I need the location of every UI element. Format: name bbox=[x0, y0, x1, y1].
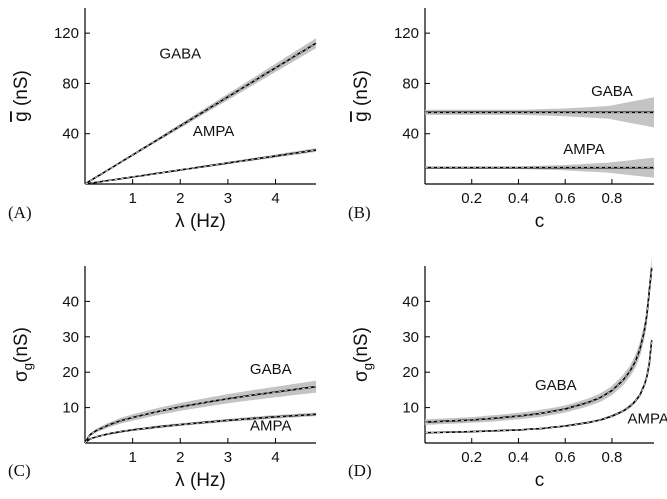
panel-letter: (D) bbox=[348, 461, 372, 480]
y-tick-label: 40 bbox=[402, 293, 419, 310]
y-tick-label: 20 bbox=[402, 364, 419, 381]
y-tick-label: 80 bbox=[402, 75, 419, 92]
x-axis-label: λ (Hz) bbox=[175, 470, 226, 491]
series-annotation-gaba: GABA bbox=[535, 377, 577, 394]
x-tick-label: 0.2 bbox=[461, 449, 482, 466]
series-band-gaba bbox=[425, 257, 652, 425]
series-annotation-gaba: GABA bbox=[159, 45, 201, 62]
x-tick-label: 1 bbox=[128, 190, 136, 207]
y-axis-label: σg(nS) bbox=[11, 327, 35, 382]
series-band-gaba bbox=[85, 380, 316, 443]
panel-letter: (A) bbox=[8, 203, 32, 222]
panel-letter: (C) bbox=[8, 461, 31, 480]
panel-c: 10 20 30 40 1 2 3 4 λ (Hz) σg(nS) GABA AMPA (C) bbox=[8, 266, 317, 491]
series-annotation-gaba: GABA bbox=[250, 361, 292, 378]
x-tick-label: 0.8 bbox=[602, 449, 623, 466]
series-dashed-ampa bbox=[424, 340, 653, 434]
series-annotation-ampa: AMPA bbox=[250, 418, 291, 435]
y-axis-label-subscript: g bbox=[360, 363, 375, 370]
y-tick-label: 120 bbox=[394, 25, 419, 42]
x-tick-label: 0.6 bbox=[555, 449, 576, 466]
x-axis-label: c bbox=[535, 470, 545, 491]
y-tick-label: 40 bbox=[402, 126, 419, 143]
series-line-gaba bbox=[424, 267, 653, 423]
y-axis-label-symbol: g bbox=[11, 111, 32, 122]
panel-b: 40 80 120 0.2 0.4 0.6 0.8 c g (nS) GABA AMPA (B) bbox=[348, 8, 654, 232]
series-annotation-ampa: AMPA bbox=[193, 123, 234, 140]
series-annotation-ampa: AMPA bbox=[627, 411, 667, 428]
y-tick-label: 10 bbox=[402, 400, 419, 417]
x-tick-label: 4 bbox=[271, 190, 279, 207]
series-annotation-gaba: GABA bbox=[591, 83, 633, 100]
panel-d: 10 20 30 40 0.2 0.4 0.6 0.8 c σg(nS) GABA AMPA (D) bbox=[348, 257, 667, 491]
y-axis-label-unit: (nS) bbox=[11, 327, 32, 363]
y-axis-label-unit: (nS) bbox=[351, 327, 372, 363]
panel-a: 40 80 120 1 2 3 4 λ (Hz) g (nS) GABA AMPA (A) bbox=[8, 8, 317, 232]
x-tick-label: 0.8 bbox=[602, 190, 623, 207]
series-annotation-ampa: AMPA bbox=[563, 141, 604, 158]
y-axis-label-symbol: g bbox=[351, 111, 372, 122]
series-band-gaba bbox=[85, 38, 316, 185]
series-dashed-ampa bbox=[84, 413, 317, 444]
y-tick-label: 30 bbox=[402, 329, 419, 346]
x-tick-label: 3 bbox=[224, 449, 232, 466]
y-axis-label: σg(nS) bbox=[351, 327, 375, 382]
series-dashed-ampa bbox=[84, 149, 317, 185]
y-axis-label-symbol: σ bbox=[351, 370, 372, 382]
x-tick-label: 2 bbox=[176, 190, 184, 207]
y-tick-label: 40 bbox=[62, 126, 79, 143]
y-axis-label-unit: (nS) bbox=[11, 70, 32, 111]
x-tick-label: 1 bbox=[128, 449, 136, 466]
x-tick-label: 4 bbox=[271, 449, 279, 466]
series-line-gaba bbox=[84, 42, 317, 185]
y-tick-label: 20 bbox=[62, 364, 79, 381]
y-tick-label: 10 bbox=[62, 400, 79, 417]
y-axis-label: g (nS) bbox=[11, 70, 32, 122]
y-tick-label: 120 bbox=[54, 25, 79, 42]
x-tick-label: 0.2 bbox=[461, 190, 482, 207]
x-tick-label: 3 bbox=[224, 190, 232, 207]
y-axis-label-symbol: σ bbox=[11, 370, 32, 382]
y-axis-label: g (nS) bbox=[351, 70, 372, 122]
x-tick-label: 2 bbox=[176, 449, 184, 466]
y-axis-label-subscript: g bbox=[20, 363, 35, 370]
y-tick-label: 30 bbox=[62, 329, 79, 346]
y-axis-label-unit: (nS) bbox=[351, 70, 372, 111]
panel-letter: (B) bbox=[348, 203, 371, 222]
x-tick-label: 0.6 bbox=[555, 190, 576, 207]
series-dashed-gaba bbox=[84, 386, 317, 444]
y-tick-label: 80 bbox=[62, 75, 79, 92]
x-tick-label: 0.4 bbox=[508, 449, 529, 466]
series-dashed-gaba bbox=[424, 267, 653, 423]
x-tick-label: 0.4 bbox=[508, 190, 529, 207]
y-tick-label: 40 bbox=[62, 293, 79, 310]
x-axis-label: c bbox=[535, 211, 545, 232]
x-axis-label: λ (Hz) bbox=[175, 211, 226, 232]
